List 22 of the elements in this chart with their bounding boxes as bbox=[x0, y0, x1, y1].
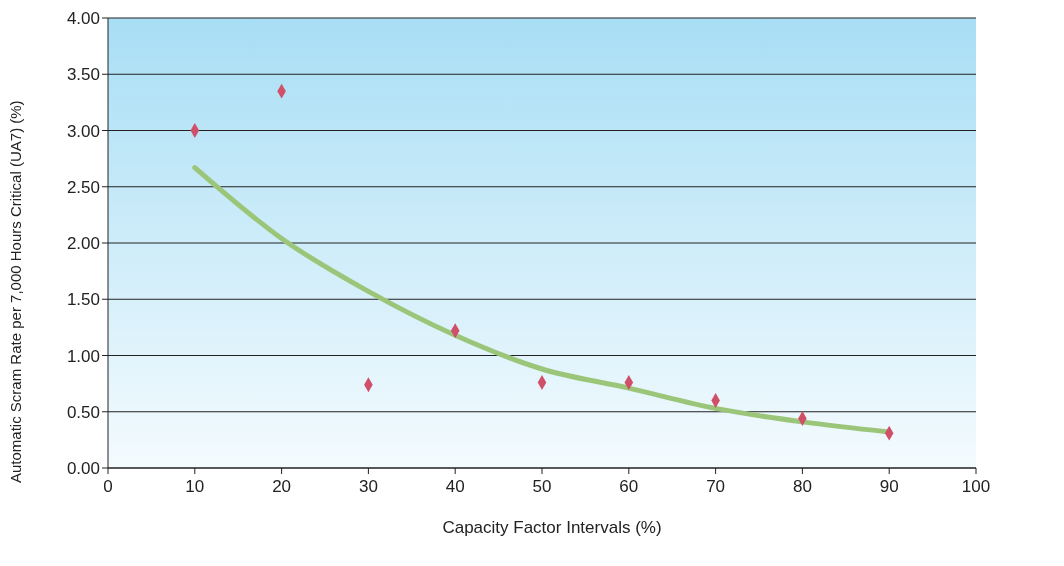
x-tick-label: 40 bbox=[445, 477, 465, 496]
y-tick-label: 3.50 bbox=[66, 65, 100, 85]
x-tick-label: 10 bbox=[185, 477, 205, 496]
x-tick-label: 20 bbox=[272, 477, 292, 496]
y-tick-label: 1.00 bbox=[66, 346, 100, 366]
y-tick-label: 2.00 bbox=[66, 234, 100, 254]
y-tick-label: 1.50 bbox=[66, 290, 100, 310]
x-tick-label: 90 bbox=[879, 477, 899, 496]
y-tick-label: 0.00 bbox=[66, 459, 100, 479]
y-tick-label: 4.00 bbox=[66, 9, 100, 29]
x-tick-label: 50 bbox=[532, 477, 552, 496]
x-tick-label: 0 bbox=[103, 477, 113, 496]
y-axis-title: Automatic Scram Rate per 7,000 Hours Critical (UA7) (%) bbox=[7, 100, 25, 483]
x-tick-label: 80 bbox=[792, 477, 812, 496]
y-tick-label: 0.50 bbox=[66, 402, 100, 422]
x-tick-label: 70 bbox=[706, 477, 726, 496]
x-tick-label: 30 bbox=[358, 477, 378, 496]
x-tick-label: 100 bbox=[961, 477, 991, 496]
y-tick-label: 2.50 bbox=[66, 177, 100, 197]
x-axis-title: Capacity Factor Intervals (%) bbox=[441, 518, 663, 538]
x-tick-label: 60 bbox=[619, 477, 639, 496]
y-tick-label: 3.00 bbox=[66, 121, 100, 141]
